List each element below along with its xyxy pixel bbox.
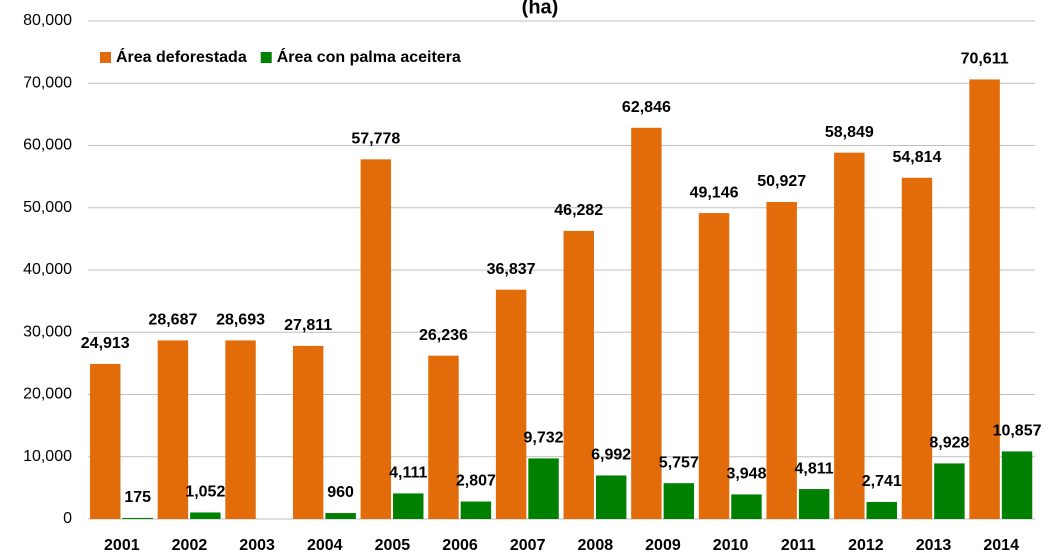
bar (798, 489, 830, 519)
x-tick-label: 2001 (104, 537, 140, 554)
bar (934, 463, 965, 519)
y-tick-label: 60,000 (23, 137, 72, 154)
bar (190, 512, 221, 519)
bar (631, 127, 662, 519)
value-label: 175 (124, 489, 151, 506)
value-label: 54,814 (892, 149, 941, 166)
legend-swatch (260, 52, 272, 63)
legend-swatch (100, 52, 111, 63)
value-label: 27,811 (284, 317, 332, 334)
value-label: 5,757 (659, 454, 699, 471)
y-tick-label: 80,000 (23, 12, 72, 29)
bar (731, 494, 762, 519)
value-label: 49,146 (690, 184, 739, 201)
value-label: 3,948 (726, 466, 766, 483)
bar (766, 201, 797, 519)
value-label: 50,927 (757, 173, 806, 190)
bar (428, 355, 459, 519)
bar (1001, 451, 1033, 519)
value-label: 2,741 (862, 473, 902, 490)
bar (460, 501, 492, 519)
value-label: 28,693 (216, 312, 265, 329)
bar (528, 458, 559, 519)
value-label: 36,837 (487, 261, 536, 278)
bar (663, 483, 695, 519)
bar (698, 213, 730, 519)
bar (225, 340, 256, 519)
x-tick-label: 2008 (578, 537, 614, 554)
value-label: 4,111 (389, 465, 427, 482)
value-label: 57,778 (351, 131, 400, 148)
x-tick-label: 2005 (375, 537, 411, 554)
value-label: 960 (327, 484, 354, 501)
y-tick-label: 40,000 (23, 261, 72, 278)
x-tick-label: 2009 (645, 537, 681, 554)
y-tick-label: 50,000 (23, 199, 72, 216)
bar (90, 363, 121, 519)
value-label: 58,849 (825, 124, 874, 141)
value-label: 62,846 (622, 99, 671, 116)
bar (157, 340, 189, 519)
x-tick-label: 2007 (510, 537, 546, 554)
value-label: 9,732 (524, 430, 564, 447)
bar (866, 501, 897, 519)
chart-title: (ha) (522, 0, 559, 18)
x-tick-label: 2003 (239, 537, 275, 554)
y-tick-label: 10,000 (23, 448, 72, 465)
bar (393, 493, 424, 519)
bar (595, 475, 627, 519)
bar (969, 79, 1000, 519)
value-label: 6,992 (591, 447, 631, 464)
bar (292, 345, 324, 519)
bar (325, 513, 356, 519)
bar (122, 517, 153, 519)
x-tick-label: 2010 (713, 537, 749, 554)
value-label: 46,282 (554, 202, 603, 219)
value-label: 1,052 (185, 484, 225, 501)
value-label: 4,811 (795, 460, 834, 477)
bar (901, 177, 933, 520)
value-label: 28,687 (148, 312, 197, 329)
x-tick-label: 2004 (307, 537, 343, 554)
y-tick-label: 30,000 (23, 323, 72, 340)
value-label: 24,913 (81, 335, 130, 352)
bar (360, 159, 392, 519)
value-label: 10,857 (993, 423, 1042, 440)
value-label: 8,928 (929, 435, 969, 452)
x-tick-label: 2014 (983, 537, 1019, 554)
x-tick-label: 2012 (848, 537, 884, 554)
value-label: 26,236 (419, 327, 468, 344)
y-tick-label: 0 (63, 510, 72, 527)
x-tick-label: 2013 (916, 537, 952, 554)
value-label: 2,807 (456, 473, 496, 490)
value-label: 70,611 (961, 51, 1009, 68)
x-tick-label: 2011 (781, 537, 816, 554)
bar (563, 230, 594, 520)
x-tick-label: 2002 (172, 537, 208, 554)
legend-label: Área deforestada (116, 47, 247, 66)
bar (495, 289, 527, 519)
bar (834, 152, 865, 519)
x-tick-label: 2006 (442, 537, 478, 554)
y-tick-label: 20,000 (23, 386, 72, 403)
y-tick-label: 70,000 (23, 74, 72, 91)
legend-label: Área con palma aceitera (277, 47, 461, 66)
